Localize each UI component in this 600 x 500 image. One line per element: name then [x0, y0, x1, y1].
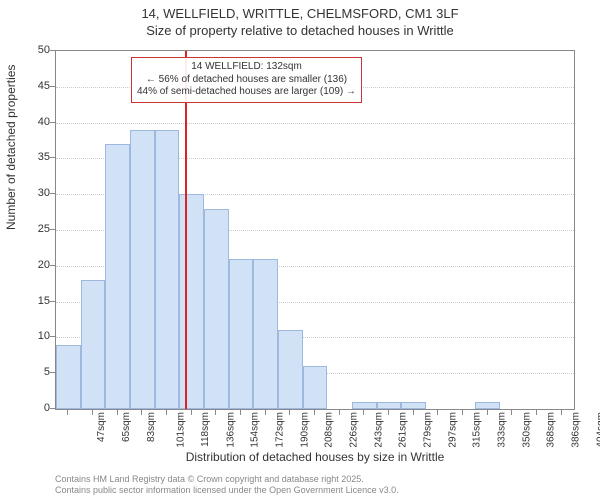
x-tick-label: 261sqm — [398, 412, 409, 448]
histogram-bar — [303, 366, 328, 409]
x-tick-label: 315sqm — [472, 412, 483, 448]
y-tick-mark — [50, 229, 55, 230]
annotation-line: ← 56% of detached houses are smaller (13… — [137, 74, 356, 87]
x-tick-label: 190sqm — [299, 412, 310, 448]
x-tick-mark — [240, 410, 241, 415]
annotation-line: 44% of semi-detached houses are larger (… — [137, 86, 356, 99]
y-tick-label: 20 — [38, 259, 50, 271]
histogram-bar — [401, 402, 426, 409]
histogram-bar — [377, 402, 402, 409]
y-tick-mark — [50, 50, 55, 51]
y-tick-mark — [50, 372, 55, 373]
x-tick-mark — [462, 410, 463, 415]
x-tick-mark — [437, 410, 438, 415]
x-tick-mark — [191, 410, 192, 415]
x-tick-mark — [289, 410, 290, 415]
histogram-bar — [278, 330, 303, 409]
y-tick-label: 50 — [38, 44, 50, 56]
x-tick-label: 208sqm — [324, 412, 335, 448]
chart-title: 14, WELLFIELD, WRITTLE, CHELMSFORD, CM1 … — [0, 0, 600, 40]
y-tick-mark — [50, 122, 55, 123]
y-tick-label: 30 — [38, 187, 50, 199]
x-tick-label: 333sqm — [497, 412, 508, 448]
x-tick-label: 297sqm — [447, 412, 458, 448]
histogram-bar — [155, 130, 180, 409]
x-tick-mark — [413, 410, 414, 415]
x-tick-label: 368sqm — [546, 412, 557, 448]
x-tick-label: 118sqm — [200, 412, 211, 447]
x-tick-mark — [314, 410, 315, 415]
x-tick-label: 243sqm — [373, 412, 384, 448]
histogram-bar — [352, 402, 377, 409]
y-tick-mark — [50, 336, 55, 337]
histogram-bar — [179, 194, 204, 409]
histogram-bar — [56, 345, 81, 409]
y-tick-label: 15 — [38, 295, 50, 307]
property-marker-line — [185, 51, 187, 409]
x-tick-label: 136sqm — [225, 412, 236, 448]
x-tick-mark — [117, 410, 118, 415]
y-tick-label: 35 — [38, 151, 50, 163]
y-tick-label: 45 — [38, 80, 50, 92]
x-tick-label: 226sqm — [349, 412, 360, 448]
title-subtitle: Size of property relative to detached ho… — [0, 23, 600, 40]
x-tick-label: 47sqm — [96, 412, 107, 442]
x-tick-mark — [339, 410, 340, 415]
y-tick-mark — [50, 193, 55, 194]
x-axis-label: Distribution of detached houses by size … — [55, 450, 575, 464]
x-tick-label: 65sqm — [121, 412, 132, 442]
y-tick-label: 10 — [38, 330, 50, 342]
y-tick-mark — [50, 86, 55, 87]
histogram-bar — [229, 259, 254, 409]
x-tick-mark — [487, 410, 488, 415]
x-tick-mark — [511, 410, 512, 415]
y-tick-mark — [50, 265, 55, 266]
histogram-bar — [475, 402, 500, 409]
x-tick-label: 386sqm — [571, 412, 582, 448]
x-tick-mark — [166, 410, 167, 415]
gridline — [56, 123, 574, 124]
y-tick-label: 25 — [38, 223, 50, 235]
y-tick-mark — [50, 157, 55, 158]
chart-container: 14, WELLFIELD, WRITTLE, CHELMSFORD, CM1 … — [0, 0, 600, 500]
y-tick-mark — [50, 408, 55, 409]
footer-attribution: Contains HM Land Registry data © Crown c… — [55, 474, 399, 496]
x-tick-label: 172sqm — [275, 412, 286, 448]
title-address: 14, WELLFIELD, WRITTLE, CHELMSFORD, CM1 … — [0, 6, 600, 23]
x-tick-mark — [215, 410, 216, 415]
annotation-box: 14 WELLFIELD: 132sqm← 56% of detached ho… — [131, 57, 362, 103]
histogram-bar — [105, 144, 130, 409]
x-tick-mark — [141, 410, 142, 415]
x-tick-mark — [265, 410, 266, 415]
histogram-bar — [204, 209, 229, 409]
x-tick-label: 279sqm — [423, 412, 434, 448]
y-tick-mark — [50, 301, 55, 302]
x-tick-mark — [67, 410, 68, 415]
x-tick-mark — [363, 410, 364, 415]
y-axis-label: Number of detached properties — [4, 65, 18, 230]
footer-line1: Contains HM Land Registry data © Crown c… — [55, 474, 399, 485]
x-tick-label: 404sqm — [595, 412, 600, 448]
histogram-bar — [130, 130, 155, 409]
x-tick-mark — [561, 410, 562, 415]
x-tick-label: 101sqm — [176, 412, 187, 448]
histogram-bar — [81, 280, 106, 409]
annotation-line: 14 WELLFIELD: 132sqm — [137, 61, 356, 74]
footer-line2: Contains public sector information licen… — [55, 485, 399, 496]
x-tick-label: 83sqm — [146, 412, 157, 442]
x-tick-mark — [536, 410, 537, 415]
x-tick-mark — [388, 410, 389, 415]
x-tick-mark — [92, 410, 93, 415]
histogram-bar — [253, 259, 278, 409]
y-tick-label: 40 — [38, 116, 50, 128]
x-tick-label: 154sqm — [250, 412, 261, 448]
plot-area: 14 WELLFIELD: 132sqm← 56% of detached ho… — [55, 50, 575, 410]
x-tick-label: 350sqm — [521, 412, 532, 448]
